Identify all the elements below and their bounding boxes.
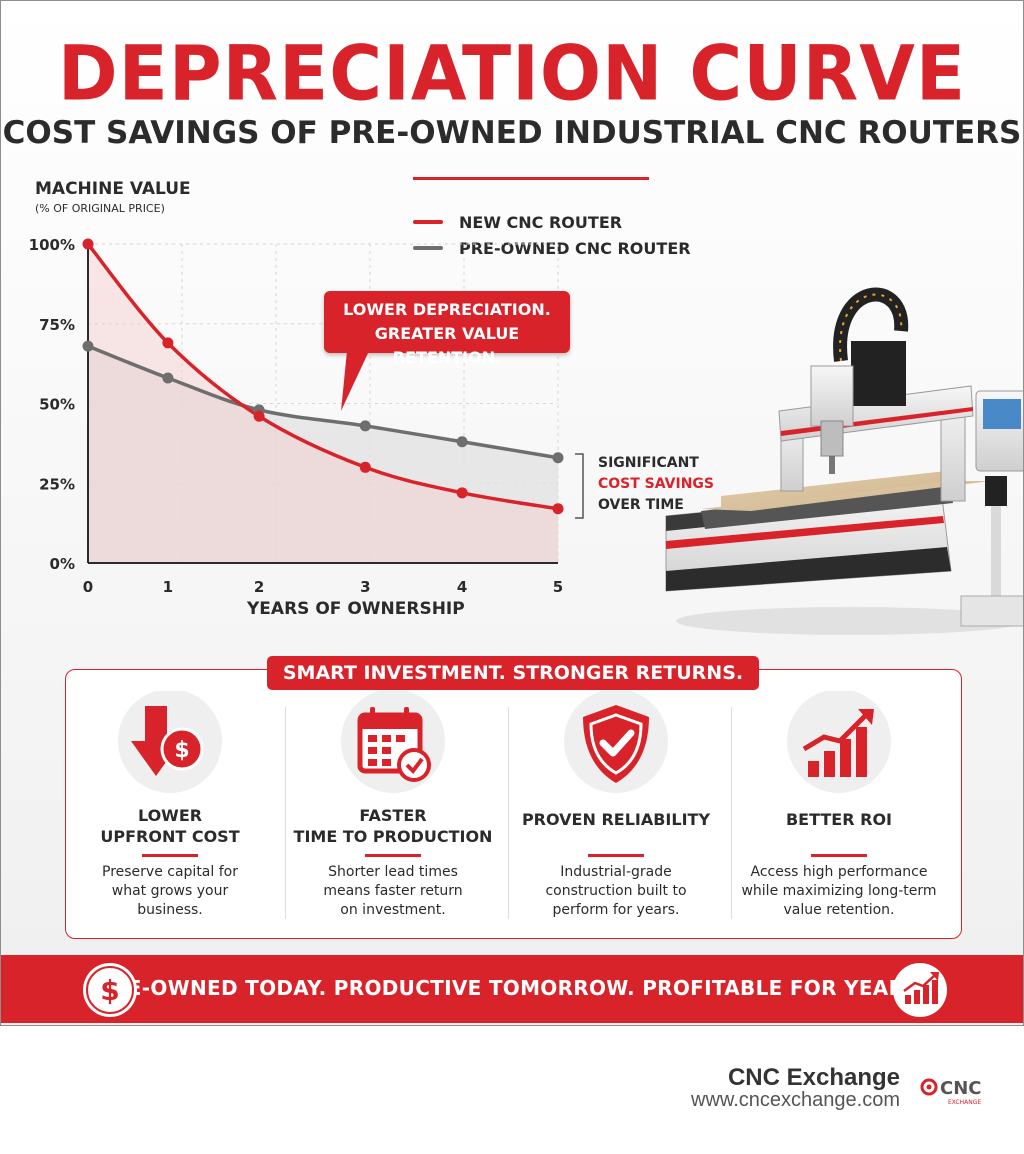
cnc-router-illustration <box>665 287 1023 635</box>
calendar-check-icon <box>341 691 445 793</box>
savings-annotation: SIGNIFICANT COST SAVINGS OVER TIME <box>598 453 714 516</box>
feature-divider <box>731 707 732 919</box>
y-tick-label: 0% <box>50 555 75 573</box>
legend-label-new: NEW CNC ROUTER <box>459 212 623 232</box>
feature-divider <box>508 707 509 919</box>
logo-text: CNC <box>940 1078 981 1099</box>
data-point-preowned <box>456 436 468 448</box>
growth-chart-icon <box>893 963 947 1017</box>
legend-swatch-preowned <box>413 246 443 250</box>
money-down-icon: $ <box>118 691 222 793</box>
growth-chart-icon <box>787 691 891 793</box>
x-tick-label: 5 <box>553 578 563 596</box>
data-point-preowned <box>82 340 94 352</box>
y-tick-label: 50% <box>39 396 75 414</box>
feature-title: FASTER TIME TO PRODUCTION <box>293 806 493 846</box>
callout-box: LOWER DEPRECIATION. GREATER VALUE RETENT… <box>324 291 570 367</box>
data-point-new <box>456 487 468 499</box>
series-line-preowned <box>87 344 559 460</box>
y-tick-label: 75% <box>39 316 75 334</box>
svg-text:$: $ <box>100 974 119 1007</box>
data-point-preowned <box>162 372 174 384</box>
feature-faster-production: FASTER TIME TO PRODUCTION Shorter lead t… <box>282 691 504 931</box>
legend-item-new: NEW CNC ROUTER <box>413 209 691 235</box>
feature-underline <box>365 854 421 857</box>
data-point-new <box>552 503 564 515</box>
depreciation-chart: 100% 75% 50% 25% 0% 0 1 2 3 4 5 <box>29 236 564 596</box>
y-tick-label: 100% <box>29 236 75 254</box>
page-subtitle: COST SAVINGS OF PRE-OWNED INDUSTRIAL CNC… <box>2 115 1022 151</box>
data-point-new <box>82 238 94 250</box>
data-point-preowned <box>552 452 564 464</box>
infographic-frame: DEPRECIATION CURVE COST SAVINGS OF PRE-O… <box>0 0 1024 1026</box>
savings-line-3: OVER TIME <box>598 497 684 513</box>
savings-line-1: SIGNIFICANT <box>598 455 699 471</box>
data-point-new <box>162 337 174 349</box>
feature-title: BETTER ROI <box>785 810 892 829</box>
callout-line-1: LOWER DEPRECIATION. <box>343 300 551 319</box>
x-tick-label: 0 <box>83 578 93 596</box>
feature-description: Preserve capital for what grows your bus… <box>102 864 238 918</box>
dollar-icon: $ <box>83 963 137 1017</box>
chart-legend: NEW CNC ROUTER PRE-OWNED CNC ROUTER <box>413 209 691 261</box>
title-divider <box>413 177 649 180</box>
svg-text:$: $ <box>174 738 189 763</box>
feature-better-roi: BETTER ROI Access high performance while… <box>728 691 950 931</box>
callout-tail <box>341 351 369 411</box>
feature-description: Access high performance while maximizing… <box>741 864 937 918</box>
legend-item-preowned: PRE-OWNED CNC ROUTER <box>413 235 691 261</box>
feature-underline <box>811 854 867 857</box>
x-tick-label: 2 <box>254 578 264 596</box>
banner-slogan: PRE-OWNED TODAY. PRODUCTIVE TOMORROW. PR… <box>97 976 927 1000</box>
logo-subtext: EXCHANGE <box>948 1099 981 1106</box>
legend-label-preowned: PRE-OWNED CNC ROUTER <box>459 238 691 258</box>
y-tick-label: 25% <box>39 475 75 493</box>
x-tick-label: 3 <box>360 578 370 596</box>
y-axis-sublabel: (% OF ORIGINAL PRICE) <box>35 202 165 215</box>
data-point-preowned <box>359 420 371 432</box>
feature-proven-reliability: PROVEN RELIABILITY Industrial-grade cons… <box>505 691 727 931</box>
feature-underline <box>588 854 644 857</box>
data-point-new <box>253 410 265 422</box>
feature-title: LOWER UPFRONT COST <box>100 806 240 846</box>
callout-line-2: GREATER VALUE RETENTION. <box>374 324 520 367</box>
x-axis-label: YEARS OF OWNERSHIP <box>247 599 465 619</box>
preowned-area <box>88 346 558 563</box>
feature-underline <box>142 854 198 857</box>
y-axis-label: MACHINE VALUE <box>35 179 191 199</box>
footer-brand: CNC Exchange <box>727 1064 900 1091</box>
savings-line-2: COST SAVINGS <box>598 476 714 492</box>
x-tick-label: 1 <box>163 578 173 596</box>
feature-title: PROVEN RELIABILITY <box>521 810 711 829</box>
feature-description: Industrial-grade construction built to p… <box>545 864 687 918</box>
new-area <box>88 244 558 563</box>
benefits-heading: SMART INVESTMENT. STRONGER RETURNS. <box>267 656 759 690</box>
legend-swatch-new <box>413 220 443 224</box>
page-title: DEPRECIATION CURVE <box>57 28 967 118</box>
feature-lower-cost: $ LOWER UPFRONT COST Preserve capital fo… <box>59 691 281 931</box>
cnc-exchange-logo: CNC EXCHANGE <box>920 1078 981 1106</box>
shield-check-icon <box>564 691 668 793</box>
feature-divider <box>285 707 286 919</box>
data-point-new <box>359 461 371 473</box>
bottom-banner: PRE-OWNED TODAY. PRODUCTIVE TOMORROW. PR… <box>1 955 1023 1023</box>
x-tick-label: 4 <box>457 578 467 596</box>
feature-description: Shorter lead times means faster return o… <box>323 864 463 918</box>
savings-bracket <box>575 453 584 519</box>
footer-url[interactable]: www.cncexchange.com <box>691 1089 900 1111</box>
